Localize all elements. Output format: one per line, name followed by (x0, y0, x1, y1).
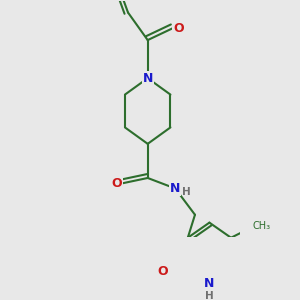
Text: H: H (182, 187, 191, 196)
Text: O: O (173, 22, 184, 35)
Text: H: H (205, 291, 214, 300)
Text: N: N (170, 182, 181, 195)
Text: O: O (157, 266, 168, 278)
Text: N: N (142, 72, 153, 85)
Text: O: O (112, 177, 122, 190)
Text: CH₃: CH₃ (253, 221, 271, 231)
Text: N: N (204, 277, 214, 290)
